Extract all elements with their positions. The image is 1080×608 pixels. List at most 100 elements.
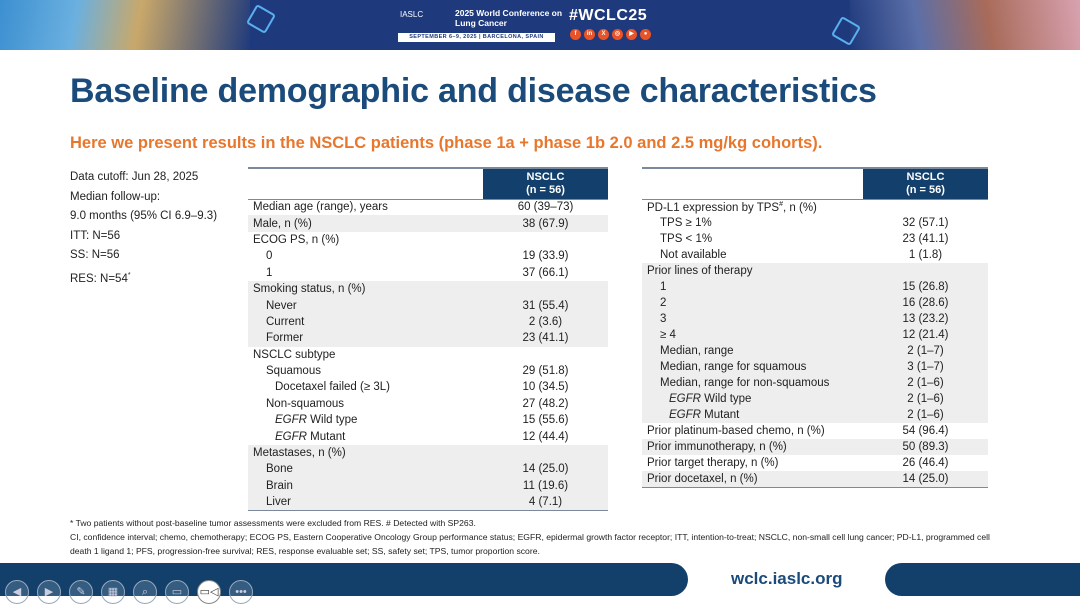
table-row: Not available 1 (1.8) [642,247,988,263]
row-value: 26 (46.4) [902,457,949,469]
next-icon[interactable]: ▶ [37,580,61,604]
banner-image-left [0,0,250,50]
table-row: Median age (range), years 60 (39–73) [248,199,608,215]
page-title: Baseline demographic and disease charact… [70,72,877,110]
more-icon[interactable]: ••• [229,580,253,604]
row-label: Prior platinum-based chemo, n (%) [647,425,825,437]
subtitle: Here we present results in the NSCLC pat… [70,134,823,152]
wechat-icon[interactable]: ● [640,29,651,40]
row-value: 2 (3.6) [483,313,608,331]
x-icon[interactable]: X [598,29,609,40]
footer-bar-right [885,563,1080,596]
row-value: 13 (23.2) [863,311,988,327]
footnote-abbreviations: CI, confidence interval; chemo, chemothe… [70,532,990,556]
row-label: TPS ≥ 1% [660,217,712,229]
table-row: NSCLC subtype [248,347,608,363]
study-info: Data cutoff: Jun 28, 2025 Median follow-… [70,168,217,289]
row-value [483,444,608,462]
row-value: 32 (57.1) [902,217,949,229]
linkedin-icon[interactable]: in [584,29,595,40]
presentation-controls: ◀ ▶ ✎ ▦ ⌕ ▭ ▭◁ ••• [5,580,253,604]
row-value: 23 (41.1) [483,330,608,347]
row-label: Male, n (%) [248,215,483,232]
row-label: EGFR Wild type [642,391,863,407]
row-value: 37 (66.1) [522,266,569,279]
instagram-icon[interactable]: ◎ [612,29,623,40]
row-value: 3 (1–7) [863,359,988,375]
row-label: Metastases, n (%) [248,444,483,462]
median-follow-up-value: 9.0 months (95% CI 6.9–9.3) [70,210,218,223]
table-row: EGFR Mutant 2 (1–6) [642,407,988,423]
row-value: 12 (21.4) [863,327,988,343]
conference-name: 2025 World Conference on Lung Cancer [455,8,563,28]
row-value: 16 (28.6) [863,295,988,311]
row-label: NSCLC subtype [253,348,336,361]
row-value: 54 (96.4) [902,425,949,437]
row-label: Non-squamous [266,397,344,410]
zoom-icon[interactable]: ⌕ [133,580,157,604]
table-row: Median, range for non-squamous 2 (1–6) [642,375,988,391]
table-row: 0 19 (33.9) [248,248,608,264]
table-row: 1 15 (26.8) [642,279,988,295]
row-label: EGFR Wild type [275,414,358,427]
table-row: Never 31 (55.4) [248,297,608,314]
table-row: Prior lines of therapy [642,263,988,279]
subtitles-icon[interactable]: ▭ [165,580,189,604]
table-row: TPS < 1% 23 (41.1) [642,231,988,247]
table-row: Prior target therapy, n (%) 26 (46.4) [642,455,988,471]
row-value: 14 (25.0) [863,471,988,487]
row-value: 10 (34.5) [522,381,569,394]
row-label: Brain [248,477,483,495]
row-value: 2 (1–6) [863,375,988,391]
row-value [483,347,608,363]
footnote-1: * Two patients without post-baseline tum… [70,518,476,528]
previous-icon[interactable]: ◀ [5,580,29,604]
row-label: Never [248,297,483,314]
table-row: Brain 11 (19.6) [248,477,608,495]
row-value: 23 (41.1) [902,233,949,245]
row-label: Smoking status, n (%) [248,280,483,298]
row-value: 15 (55.6) [522,414,569,427]
slides-icon[interactable]: ▦ [101,580,125,604]
banner-image-right [850,0,1080,50]
row-value: 60 (39–73) [517,201,574,214]
disease-characteristics-table: NSCLC (n = 56) PD-L1 expression by TPS#, … [642,167,988,488]
facebook-icon[interactable]: f [570,29,581,40]
table-row: TPS ≥ 1% 32 (57.1) [642,215,988,231]
row-value: 31 (55.4) [483,297,608,314]
pen-icon[interactable]: ✎ [69,580,93,604]
youtube-icon[interactable]: ▶ [626,29,637,40]
table-row: Prior immunotherapy, n (%) 50 (89.3) [642,439,988,455]
row-label: 1 [642,279,863,295]
table-row: PD-L1 expression by TPS#, n (%) [642,199,988,215]
iaslc-logo: IASLC [400,10,424,19]
row-label: Bone [248,461,483,478]
row-value: 2 (1–6) [863,391,988,407]
column-header: NSCLC (n = 56) [863,167,988,199]
row-label: 2 [642,295,863,311]
table-row: Docetaxel failed (≥ 3L) 10 (34.5) [248,379,608,395]
table-row: ≥ 4 12 (21.4) [642,327,988,343]
row-value: 50 (89.3) [863,439,988,455]
row-value: 38 (67.9) [483,215,608,232]
row-value: 14 (25.0) [483,461,608,478]
conference-banner: IASLC 2025 World Conference on Lung Canc… [0,0,1080,50]
hashtag: #WCLC25 [569,7,648,24]
row-value: 12 (44.4) [522,430,569,443]
table-row: Former 23 (41.1) [248,330,608,347]
table-row: Male, n (%) 38 (67.9) [248,215,608,232]
website-url: wclc.iaslc.org [731,569,843,588]
social-icons: f in X ◎ ▶ ● [570,29,651,40]
row-label: Liver [248,494,483,511]
camera-icon[interactable]: ▭◁ [197,580,221,604]
row-label: ECOG PS, n (%) [253,233,340,246]
table-row: 1 37 (66.1) [248,265,608,281]
row-label: TPS < 1% [660,233,713,245]
row-label: Prior docetaxel, n (%) [642,471,863,487]
row-label: Median age (range), years [253,201,388,214]
row-label: Median, range for squamous [642,359,863,375]
row-value: 4 (7.1) [483,494,608,511]
row-label: ≥ 4 [642,327,863,343]
demographics-table: NSCLC (n = 56) Median age (range), years 6… [248,167,608,511]
row-label: Prior target therapy, n (%) [647,457,779,469]
